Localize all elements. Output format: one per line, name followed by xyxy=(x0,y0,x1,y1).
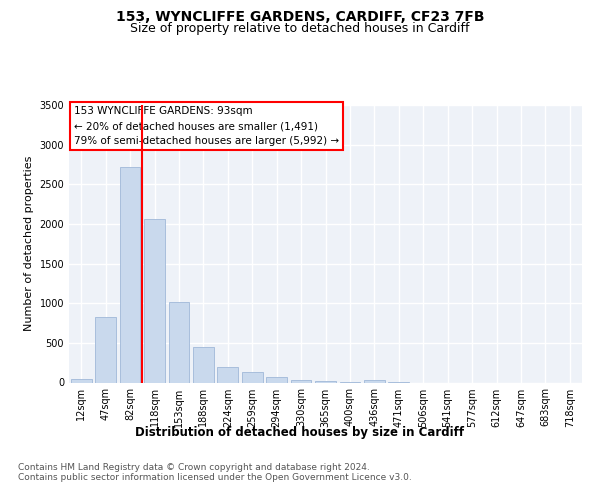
Bar xyxy=(144,219,165,382)
Y-axis label: Number of detached properties: Number of detached properties xyxy=(24,156,34,332)
Bar xyxy=(266,377,287,382)
Bar xyxy=(193,347,214,382)
Bar xyxy=(242,372,263,382)
Bar xyxy=(290,380,311,382)
Bar xyxy=(217,366,238,382)
Text: Size of property relative to detached houses in Cardiff: Size of property relative to detached ho… xyxy=(130,22,470,35)
Bar xyxy=(119,167,140,382)
Bar xyxy=(169,302,190,382)
Text: Distribution of detached houses by size in Cardiff: Distribution of detached houses by size … xyxy=(136,426,464,439)
Bar xyxy=(95,316,116,382)
Text: Contains HM Land Registry data © Crown copyright and database right 2024.
Contai: Contains HM Land Registry data © Crown c… xyxy=(18,462,412,482)
Text: 153 WYNCLIFFE GARDENS: 93sqm
← 20% of detached houses are smaller (1,491)
79% of: 153 WYNCLIFFE GARDENS: 93sqm ← 20% of de… xyxy=(74,106,339,146)
Bar xyxy=(315,381,336,382)
Bar xyxy=(71,378,92,382)
Bar xyxy=(364,380,385,382)
Text: 153, WYNCLIFFE GARDENS, CARDIFF, CF23 7FB: 153, WYNCLIFFE GARDENS, CARDIFF, CF23 7F… xyxy=(116,10,484,24)
